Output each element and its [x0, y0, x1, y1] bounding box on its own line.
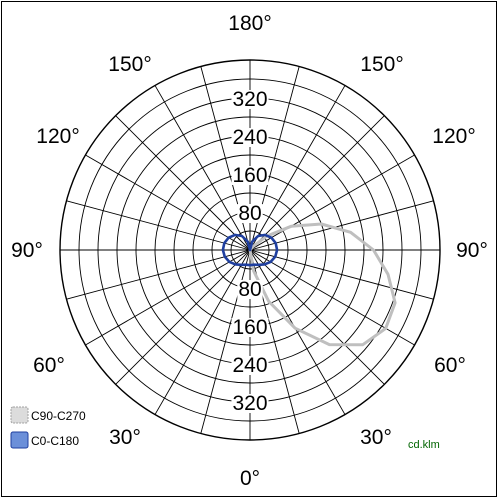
unit-label: cd.klm — [408, 439, 440, 451]
legend-swatch-c90-c270 — [10, 406, 29, 424]
grid-spoke — [154, 85, 251, 251]
grid-spoke — [249, 249, 385, 385]
grid-spoke — [115, 249, 251, 385]
chart-labels: 180° 0° 90° 90° 150° 120° 150° 120° 60° … — [11, 12, 488, 490]
grid-spoke — [115, 115, 251, 251]
tick-label-background — [231, 128, 269, 147]
legend-swatch-c0-c180 — [10, 431, 29, 449]
radial-tick-label-lower: 80 — [238, 278, 261, 301]
angle-label-120-left: 120° — [36, 125, 79, 148]
angle-label-120-right: 120° — [432, 125, 475, 148]
tick-label-background — [231, 356, 269, 375]
grid-spoke — [249, 249, 346, 415]
grid-spoke — [249, 85, 346, 251]
curve-c0-c180 — [221, 233, 279, 267]
radial-tick-label-upper: 160 — [232, 164, 267, 187]
legend: C90-C270 C0-C180 — [10, 406, 86, 449]
tick-label-background — [231, 90, 269, 109]
angle-label-60-left: 60° — [33, 354, 65, 377]
angle-label-60-right: 60° — [434, 354, 466, 377]
radial-tick-label-lower: 240 — [232, 354, 267, 377]
radial-tick-label-upper: 240 — [232, 126, 267, 149]
grid-spoke — [66, 200, 251, 251]
grid-spoke — [249, 154, 415, 251]
angle-label-30-right: 30° — [360, 426, 392, 449]
angle-label-150-left: 150° — [108, 53, 151, 76]
angle-label-90-left: 90° — [11, 239, 43, 262]
grid-spoke — [249, 249, 415, 346]
radial-tick-label-upper: 320 — [232, 88, 267, 111]
legend-label-c90-c270: C90-C270 — [31, 409, 86, 423]
tick-label-background — [237, 280, 263, 299]
grid-spoke — [154, 249, 251, 415]
angle-label-30-left: 30° — [109, 426, 141, 449]
intensity-curves — [221, 222, 397, 347]
tick-label-background — [237, 204, 263, 223]
radial-tick-label-lower: 320 — [232, 392, 267, 415]
grid-spoke — [249, 249, 434, 300]
angle-label-150-right: 150° — [360, 53, 403, 76]
radial-tick-label-upper: 80 — [238, 202, 261, 225]
angle-label-0: 0° — [240, 467, 260, 490]
grid-spoke — [85, 154, 251, 251]
angle-label-90-right: 90° — [456, 239, 488, 262]
grid-spoke — [249, 200, 434, 251]
angle-label-180: 180° — [228, 12, 271, 35]
grid-spoke — [85, 249, 251, 346]
tick-label-background — [231, 166, 269, 185]
radial-tick-label-lower: 160 — [232, 316, 267, 339]
curve-c90-c270 — [248, 222, 397, 347]
tick-label-background — [231, 318, 269, 337]
grid-spoke — [249, 115, 385, 251]
tick-label-background — [231, 394, 269, 413]
radial-tick-labels: 80 80 160 160 240 240 320 320 — [231, 88, 269, 415]
grid-spoke — [66, 249, 251, 300]
legend-label-c0-c180: C0-C180 — [31, 434, 79, 448]
